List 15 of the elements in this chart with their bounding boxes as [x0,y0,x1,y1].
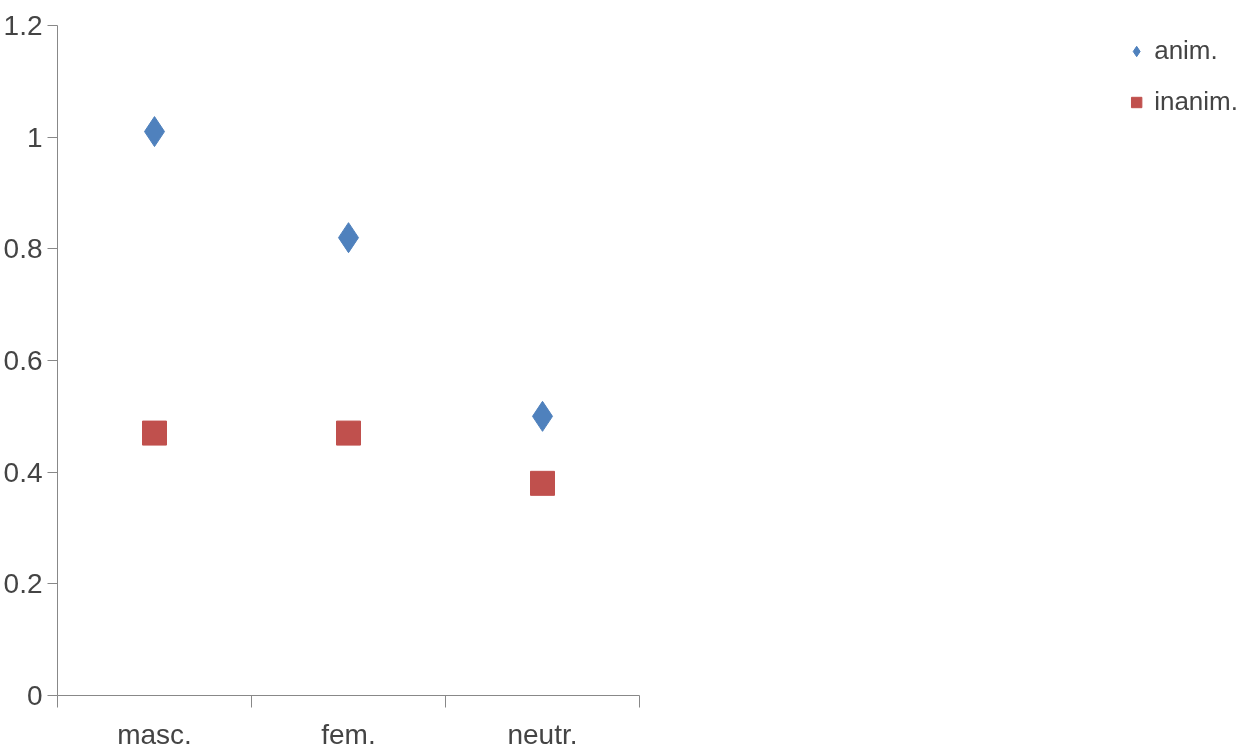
point [142,420,167,446]
x-tick-label: neutr. [507,718,578,750]
y-tick-label: 0.6 [3,345,43,376]
legend-label: inanim. [1154,86,1238,117]
y-tick-label: 0.8 [3,233,43,265]
legend-label: anim. [1154,35,1218,66]
x-tick-label: masc. [117,718,192,750]
x-tick-label: fem. [321,718,376,750]
y-tick-label: 0 [26,680,43,711]
y-tick-label: 0.4 [3,456,43,488]
point [530,470,555,496]
y-tick-label: 0.2 [3,568,43,600]
point [336,420,361,446]
y-tick-label: 1 [26,121,43,153]
y-tick-label: 1.2 [3,10,43,41]
